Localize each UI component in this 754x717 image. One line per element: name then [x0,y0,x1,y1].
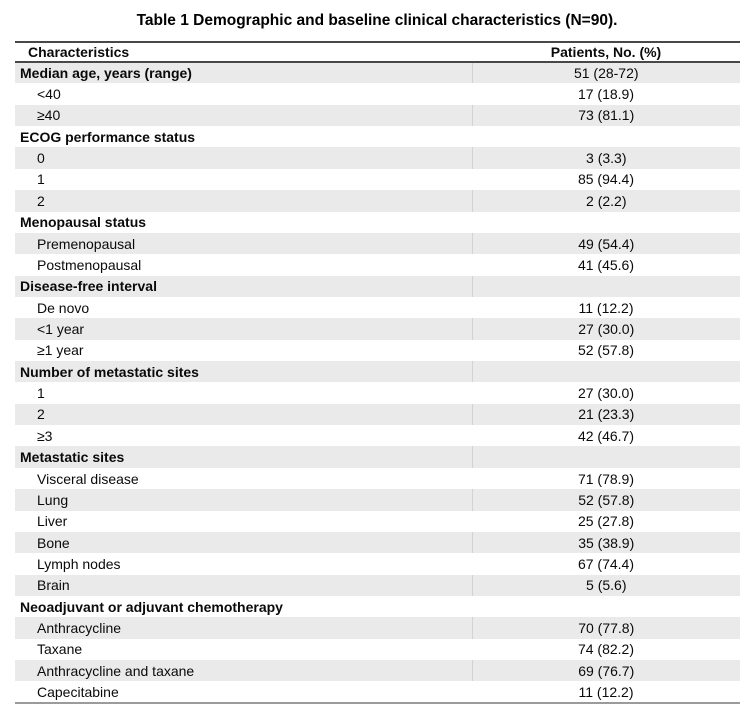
table-row: <1 year 27 (30.0) [15,318,740,340]
row-value: 67 (74.4) [577,555,635,572]
characteristics-table: Characteristics Patients, No. (%) Median… [15,41,740,704]
row-label: 2 [37,406,45,423]
table-row: Anthracycline 70 (77.8) [15,617,740,639]
column-header-patients: Patients, No. (%) [550,44,662,60]
row-value: 27 (30.0) [577,385,635,402]
row-value: 11 (12.2) [578,683,634,700]
row-label: Disease-free interval [20,278,157,295]
row-label: 2 [37,192,45,209]
section-row: Disease-free interval [15,275,740,297]
section-row: ECOG performance status [15,126,740,147]
row-value: 2 (2.2) [471,190,740,212]
row-label: Visceral disease [37,470,139,487]
row-value: 21 (23.3) [471,403,740,426]
row-label: Neoadjuvant or adjuvant chemotherapy [20,598,283,615]
table-title: Table 1 Demographic and baseline clinica… [136,12,618,29]
row-value: 42 (46.7) [577,427,635,444]
table-row: ≥1 year 52 (57.8) [15,340,740,361]
row-label: Postmenopausal [37,256,142,273]
table-row: Capecitabine 11 (12.2) [15,681,740,702]
row-value: 52 (57.8) [471,489,740,511]
row-label: <1 year [37,320,85,337]
row-value: 74 (82.2) [577,641,635,658]
row-value: 3 (3.3) [471,147,740,169]
table-row: De novo 11 (12.2) [15,297,740,318]
row-label: Capecitabine [37,683,119,700]
table-row: Lymph nodes 67 (74.4) [15,553,740,574]
row-label: Lung [37,491,69,508]
section-row: Menopausal status [15,212,740,233]
section-row: Median age, years (range) 51 (28-72) [15,62,740,84]
table-row: 1 27 (30.0) [15,382,740,403]
section-row: Neoadjuvant or adjuvant chemotherapy [15,596,740,617]
row-value: 35 (38.9) [471,531,740,554]
row-value: 25 (27.8) [577,513,635,530]
row-label: Anthracycline [37,620,122,637]
table-row: 2 2 (2.2) [15,190,740,212]
row-label: Metastatic sites [20,449,125,466]
table-row: Bone 35 (38.9) [15,531,740,554]
row-value: 73 (81.1) [471,104,740,127]
table-row: Anthracycline and taxane 69 (76.7) [15,660,740,682]
row-label: 1 [37,171,45,188]
row-label: ECOG performance status [20,128,196,145]
row-value [472,212,740,233]
row-label: 0 [37,150,45,167]
row-value: 49 (54.4) [471,232,740,255]
row-value: 52 (57.8) [577,342,635,359]
table-row: 0 3 (3.3) [15,147,740,169]
table-body: Median age, years (range) 51 (28-72) <40 17… [15,62,740,703]
row-label: Taxane [37,641,83,658]
table-row: 1 85 (94.4) [15,169,740,190]
section-row: Metastatic sites [15,446,740,468]
row-value: 51 (28-72) [471,62,740,84]
row-label: <40 [37,86,61,103]
table-row: Brain 5 (5.6) [15,574,740,596]
row-label: Bone [37,534,70,551]
row-value: 5 (5.6) [471,574,740,596]
header-row: Characteristics Patients, No. (%) [15,42,740,62]
table-row: ≥3 42 (46.7) [15,425,740,446]
table-row: Visceral disease 71 (78.9) [15,468,740,489]
row-label: Brain [37,577,70,594]
row-label: Median age, years (range) [20,65,192,82]
table-row: Postmenopausal 41 (45.6) [15,254,740,275]
table-row: 2 21 (23.3) [15,403,740,426]
row-label: De novo [37,299,90,316]
row-value [471,275,740,297]
row-value [471,361,740,383]
table-row: ≥40 73 (81.1) [15,104,740,127]
row-label: Premenopausal [37,235,136,252]
row-label: Number of metastatic sites [20,363,199,380]
row-value [472,126,740,147]
column-header-characteristics: Characteristics [28,44,130,60]
table-row: Liver 25 (27.8) [15,511,740,532]
row-value: 70 (77.8) [471,617,740,639]
row-label: ≥1 year [37,342,84,359]
row-value: 17 (18.9) [577,86,635,103]
row-label: Menopausal status [20,214,147,231]
row-value: 41 (45.6) [577,256,635,273]
table-row: Taxane 74 (82.2) [15,639,740,660]
row-label: ≥40 [37,107,61,124]
row-value [472,596,740,617]
row-label: Liver [37,513,68,530]
table-row: Premenopausal 49 (54.4) [15,232,740,255]
row-label: 1 [37,385,45,402]
row-value: 11 (12.2) [578,299,634,316]
table-row: <40 17 (18.9) [15,83,740,104]
row-value: 85 (94.4) [577,171,635,188]
row-value: 69 (76.7) [471,660,740,682]
row-value [471,446,740,468]
row-label: ≥3 [37,427,53,444]
row-value: 27 (30.0) [471,318,740,340]
table-row: Lung 52 (57.8) [15,489,740,511]
row-label: Anthracycline and taxane [37,662,195,679]
section-row: Number of metastatic sites [15,361,740,383]
row-value: 71 (78.9) [577,470,635,487]
row-label: Lymph nodes [37,555,121,572]
